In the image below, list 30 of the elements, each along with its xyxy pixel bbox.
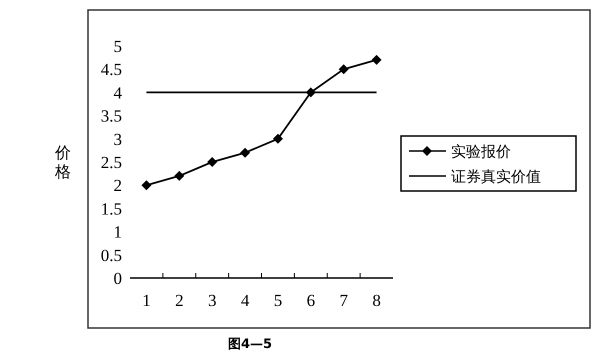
y-tick-label: 1 <box>114 222 122 242</box>
point <box>272 134 283 144</box>
point <box>207 157 218 167</box>
x-tick-label: 6 <box>306 291 316 310</box>
point <box>141 180 152 190</box>
legend-label: 证券真实价值 <box>451 167 541 186</box>
y-tick-label: 1.5 <box>100 199 122 218</box>
y-tick-label: 2 <box>114 176 122 196</box>
x-tick-label: 7 <box>339 291 348 310</box>
point <box>240 148 250 158</box>
y-tick-label: 4 <box>114 83 122 102</box>
y-tick-label: 4.5 <box>100 60 122 80</box>
point <box>372 54 382 65</box>
y-tick-label: 5 <box>114 36 122 56</box>
x-tick-label: 8 <box>372 291 381 310</box>
x-tick-label: 3 <box>208 291 216 310</box>
y-tick-label: 0.5 <box>100 246 122 265</box>
point <box>338 64 349 74</box>
x-tick-label: 2 <box>175 291 184 310</box>
y-tick-label: 3.5 <box>100 106 122 126</box>
y-axis-title: 价格 <box>54 143 71 182</box>
x-tick-label: 4 <box>240 291 250 310</box>
y-tick-label: 0 <box>114 268 122 288</box>
y-tick-label: 3 <box>114 130 122 149</box>
legend-label: 实验报价 <box>451 142 511 160</box>
x-tick-label: 5 <box>274 291 282 310</box>
x-tick-label: 1 <box>142 291 151 310</box>
caption: 图4—5 <box>228 337 272 352</box>
point <box>174 170 184 181</box>
y-tick-label: 2.5 <box>100 152 122 172</box>
